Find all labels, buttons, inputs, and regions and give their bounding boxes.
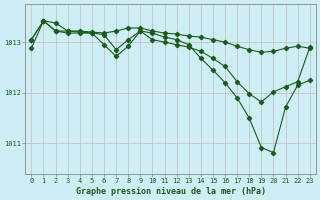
X-axis label: Graphe pression niveau de la mer (hPa): Graphe pression niveau de la mer (hPa): [76, 187, 266, 196]
